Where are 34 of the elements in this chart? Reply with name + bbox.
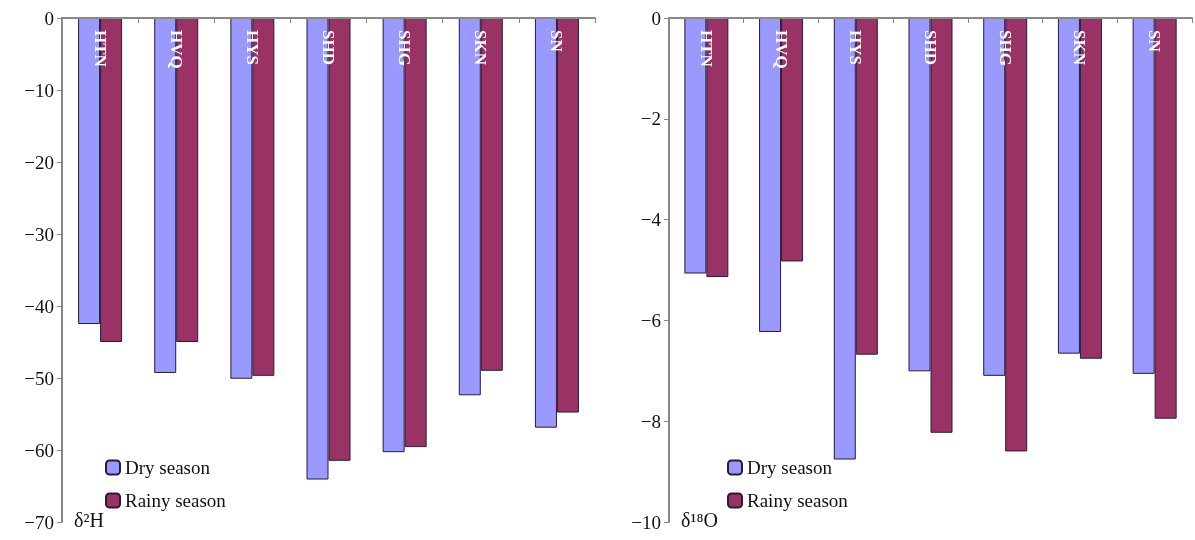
legend-label: Dry season [747,457,833,478]
y-tick-label: −4 [640,209,662,231]
x-tick-label: HYS [242,30,262,65]
y-tick-label: −6 [640,309,661,331]
y-tick-label: −40 [24,295,54,317]
y-axis-title: δ²H [74,509,104,531]
x-tick-label: SHD [319,30,338,65]
x-tick-label: SHD [921,30,940,65]
x-tick-label: SKN [471,30,491,66]
x-tick-label: HVQ [771,30,791,69]
legend-label: Rainy season [125,490,227,511]
legend-label: Rainy season [747,490,849,511]
y-tick-label: −20 [24,151,54,173]
x-tick-label: SHG [395,30,415,66]
y-tick-label: −2 [640,108,661,130]
x-tick-label: SN [1145,30,1165,53]
x-tick-label: HYS [846,30,866,65]
y-tick-label: −10 [631,511,661,533]
y-tick-label: −30 [24,223,54,245]
y-tick-label: −8 [640,410,661,432]
y-tick-label: −70 [24,511,54,533]
x-tick-label: SHG [995,30,1015,66]
y-tick-label: −10 [24,79,54,101]
x-tick-label: HTN [90,30,110,68]
y-tick-label: −60 [24,439,54,461]
x-tick-label: SN [547,30,567,53]
y-tick-label: −50 [24,367,54,389]
x-tick-label: HTN [696,30,716,68]
legend-label: Dry season [125,457,211,478]
y-tick-label: 0 [44,7,54,29]
y-tick-label: 0 [651,7,661,29]
y-axis-title: δ¹⁸O [681,509,718,531]
x-tick-label: SKN [1070,30,1090,66]
x-tick-label: HVQ [166,30,186,69]
